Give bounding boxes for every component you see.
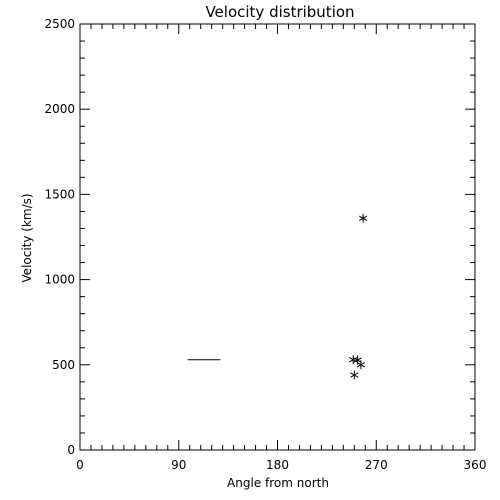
y-tick-label: 1000 (44, 273, 75, 287)
data-point (358, 213, 368, 223)
x-tick-label: 360 (464, 458, 487, 472)
axis-tick-labels: 0 90 180 270 360 0 500 1000 1500 2000 2500 (44, 17, 486, 472)
x-axis-label: Angle from north (227, 476, 329, 490)
y-tick-label: 0 (67, 443, 75, 457)
data-point (350, 370, 359, 380)
y-tick-label: 2500 (44, 17, 75, 31)
axis-ticks (79, 23, 476, 451)
asterisk-stroke (356, 362, 366, 368)
asterisk-stroke (358, 215, 368, 221)
x-tick-label: 180 (266, 458, 289, 472)
y-tick-label: 1500 (44, 187, 75, 201)
data-point (356, 360, 366, 370)
x-tick-label: 270 (365, 458, 388, 472)
asterisk-stroke (353, 357, 362, 363)
y-tick-label: 2000 (44, 102, 75, 116)
asterisk-stroke (350, 372, 359, 378)
x-tick-label: 0 (76, 458, 84, 472)
y-axis-label: Velocity (km/s) (20, 193, 34, 282)
data-marks (187, 213, 368, 380)
asterisk-stroke (349, 357, 358, 363)
data-point (349, 355, 358, 365)
x-tick-label: 90 (171, 458, 186, 472)
y-tick-label: 500 (52, 358, 75, 372)
chart-title: Velocity distribution (205, 3, 354, 21)
plot-frame (79, 23, 476, 451)
